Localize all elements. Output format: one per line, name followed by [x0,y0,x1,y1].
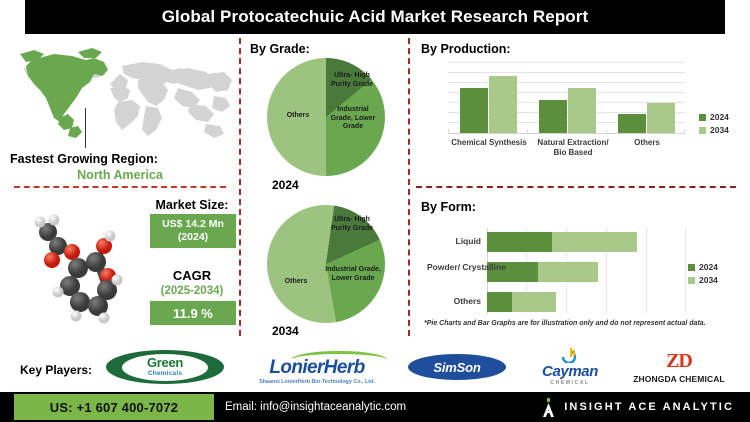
production-xlabel-2: Others [634,138,660,147]
form-legend: 2024 2034 [688,262,718,288]
pie-chart-2024-year: 2024 [272,178,299,192]
bar-others-2034 [647,103,675,133]
bar-natural-extraction-2034 [568,88,596,133]
footer-phone-text: US: +1 607 400-7072 [49,399,179,415]
form-row-powder: Powder/ Crystalline [427,262,686,282]
bar-chemical-synthesis-2024 [460,88,488,133]
production-group-natural-extraction [539,88,596,133]
form-row-others: Others [454,292,686,312]
logo-green-chemicals-line1: Green [146,354,184,370]
production-legend: 2024 2034 [699,112,729,138]
production-bar-chart [448,62,685,134]
form-legend-swatch-2024 [688,263,695,271]
divider-horizontal-left [14,186,226,188]
legend-item-2034: 2034 [699,125,729,135]
logo-zhongda-line2: ZHONGDA CHEMICAL [633,373,725,384]
page-title: Global Protocatechuic Acid Market Resear… [161,7,589,26]
header-bar: Global Protocatechuic Acid Market Resear… [25,0,725,34]
by-production-heading: By Production: [421,42,511,56]
legend-label-2024: 2024 [710,112,729,122]
pie-2024-label-ultra: Ultra- High Purity Grade [330,72,373,88]
footer-phone-block[interactable]: US: +1 607 400-7072 [14,394,214,420]
hbar-liquid-2024 [487,232,552,252]
pie-2024-label-others: Others [286,112,310,119]
fastest-growing-region-label: Fastest Growing Region: [10,152,158,166]
form-ylabel-powder: Powder/ Crystalline [427,262,506,272]
cagr-years: (2025-2034) [160,285,224,297]
market-size-label: Market Size: [155,198,229,212]
legend-label-2034: 2034 [710,125,729,135]
footer-brand-text: INSIGHT ACE ANALYTIC [564,401,734,413]
production-x-axis-labels: Chemical Synthesis Natural Extraction/ B… [440,138,690,166]
production-group-chemical-synthesis [460,76,517,133]
cagr-label: CAGR [172,268,212,283]
form-legend-label-2034: 2034 [699,275,718,285]
logo-green-chemicals-line2: Chemicals [147,369,183,377]
logo-simson: SimSon [405,352,509,382]
hbar-others-2024 [487,292,512,312]
logo-cayman-chemical: Cayman CHEMICAL [515,346,625,388]
footer-email[interactable]: Email: info@insightaceanalytic.com [225,401,407,413]
form-legend-item-2034: 2034 [688,275,718,285]
pie-2034-label-ultra: Ultra- High Purity Grade [330,216,373,232]
map-leader-line [85,108,86,148]
chart-disclaimer: *Pie Charts and Bar Graphs are for illus… [424,320,706,327]
pie-chart-2034 [267,205,385,323]
form-ylabel-others: Others [453,296,481,306]
form-legend-swatch-2034 [688,276,695,284]
pie-2034-label-industrial: Industrial Grade, Lower Grade [325,266,381,282]
hbar-powder-2024 [487,262,538,282]
form-legend-item-2024: 2024 [688,262,718,272]
lonierherb-arc-icon [291,351,387,360]
logo-green-chemicals: Green Chemicals [105,348,225,386]
bar-chemical-synthesis-2034 [489,76,517,133]
logo-zhongda-chemical: ZD ZHONGDA CHEMICAL [620,346,738,388]
pie-chart-2024 [267,58,385,176]
logo-lonierherb-line2: Shaanxi LonierHerb Bio-Technology Co., L… [259,379,375,385]
hbar-others-2034 [512,292,556,312]
footer-brand: INSIGHT ACE ANALYTIC [542,394,734,420]
production-group-others [618,103,675,133]
pie-chart-2034-year: 2034 [272,324,299,338]
legend-swatch-2034 [699,126,706,134]
market-size-year: (2024) [177,231,209,243]
by-form-heading: By Form: [421,200,476,214]
bar-others-2024 [618,114,646,133]
key-players-label: Key Players: [20,363,93,377]
divider-vertical-left [239,38,241,336]
market-size-box: US$ 14.2 Mn (2024) [150,214,236,248]
production-xlabel-0: Chemical Synthesis [451,138,527,147]
cagr-value-box: 11.9 % [150,301,236,325]
map-highlight-north-america [20,48,108,138]
hbar-liquid-2034 [552,232,637,252]
world-map [10,44,235,154]
insightace-logo-icon [542,397,555,417]
market-size-value: US$ 14.2 Mn [162,217,224,230]
logo-cayman-line1: Cayman [542,363,598,380]
divider-horizontal-right [416,186,736,188]
pie-2034-label-others: Others [284,278,308,285]
molecule-illustration [12,200,142,330]
bar-natural-extraction-2024 [539,100,567,133]
cagr-value: 11.9 % [173,305,213,321]
logo-zhongda-mark: ZD [666,349,693,372]
form-ylabel-liquid: Liquid [455,236,482,246]
production-xlabel-1: Natural Extraction/ Bio Based [537,138,609,158]
form-row-liquid: Liquid [456,232,686,252]
form-legend-label-2024: 2024 [699,262,718,272]
logo-cayman-line2: CHEMICAL [550,380,590,386]
divider-vertical-right [408,38,410,336]
logo-simson-line1: SimSon [433,359,481,375]
hbar-powder-2034 [538,262,598,282]
fastest-growing-region-value: North America [77,168,163,182]
form-bar-chart: Liquid Powder/ Crystalline Others [427,228,686,314]
logo-lonierherb: LonierHerb Shaanxi LonierHerb Bio-Techno… [233,348,401,388]
logo-lonierherb-line1: LonierHerb [269,357,365,378]
legend-swatch-2024 [699,113,706,121]
legend-item-2024: 2024 [699,112,729,122]
by-grade-heading: By Grade: [250,42,310,56]
pie-2024-label-industrial: Industrial Grade, Lower Grade [330,106,376,131]
cayman-mark-icon [561,348,579,365]
